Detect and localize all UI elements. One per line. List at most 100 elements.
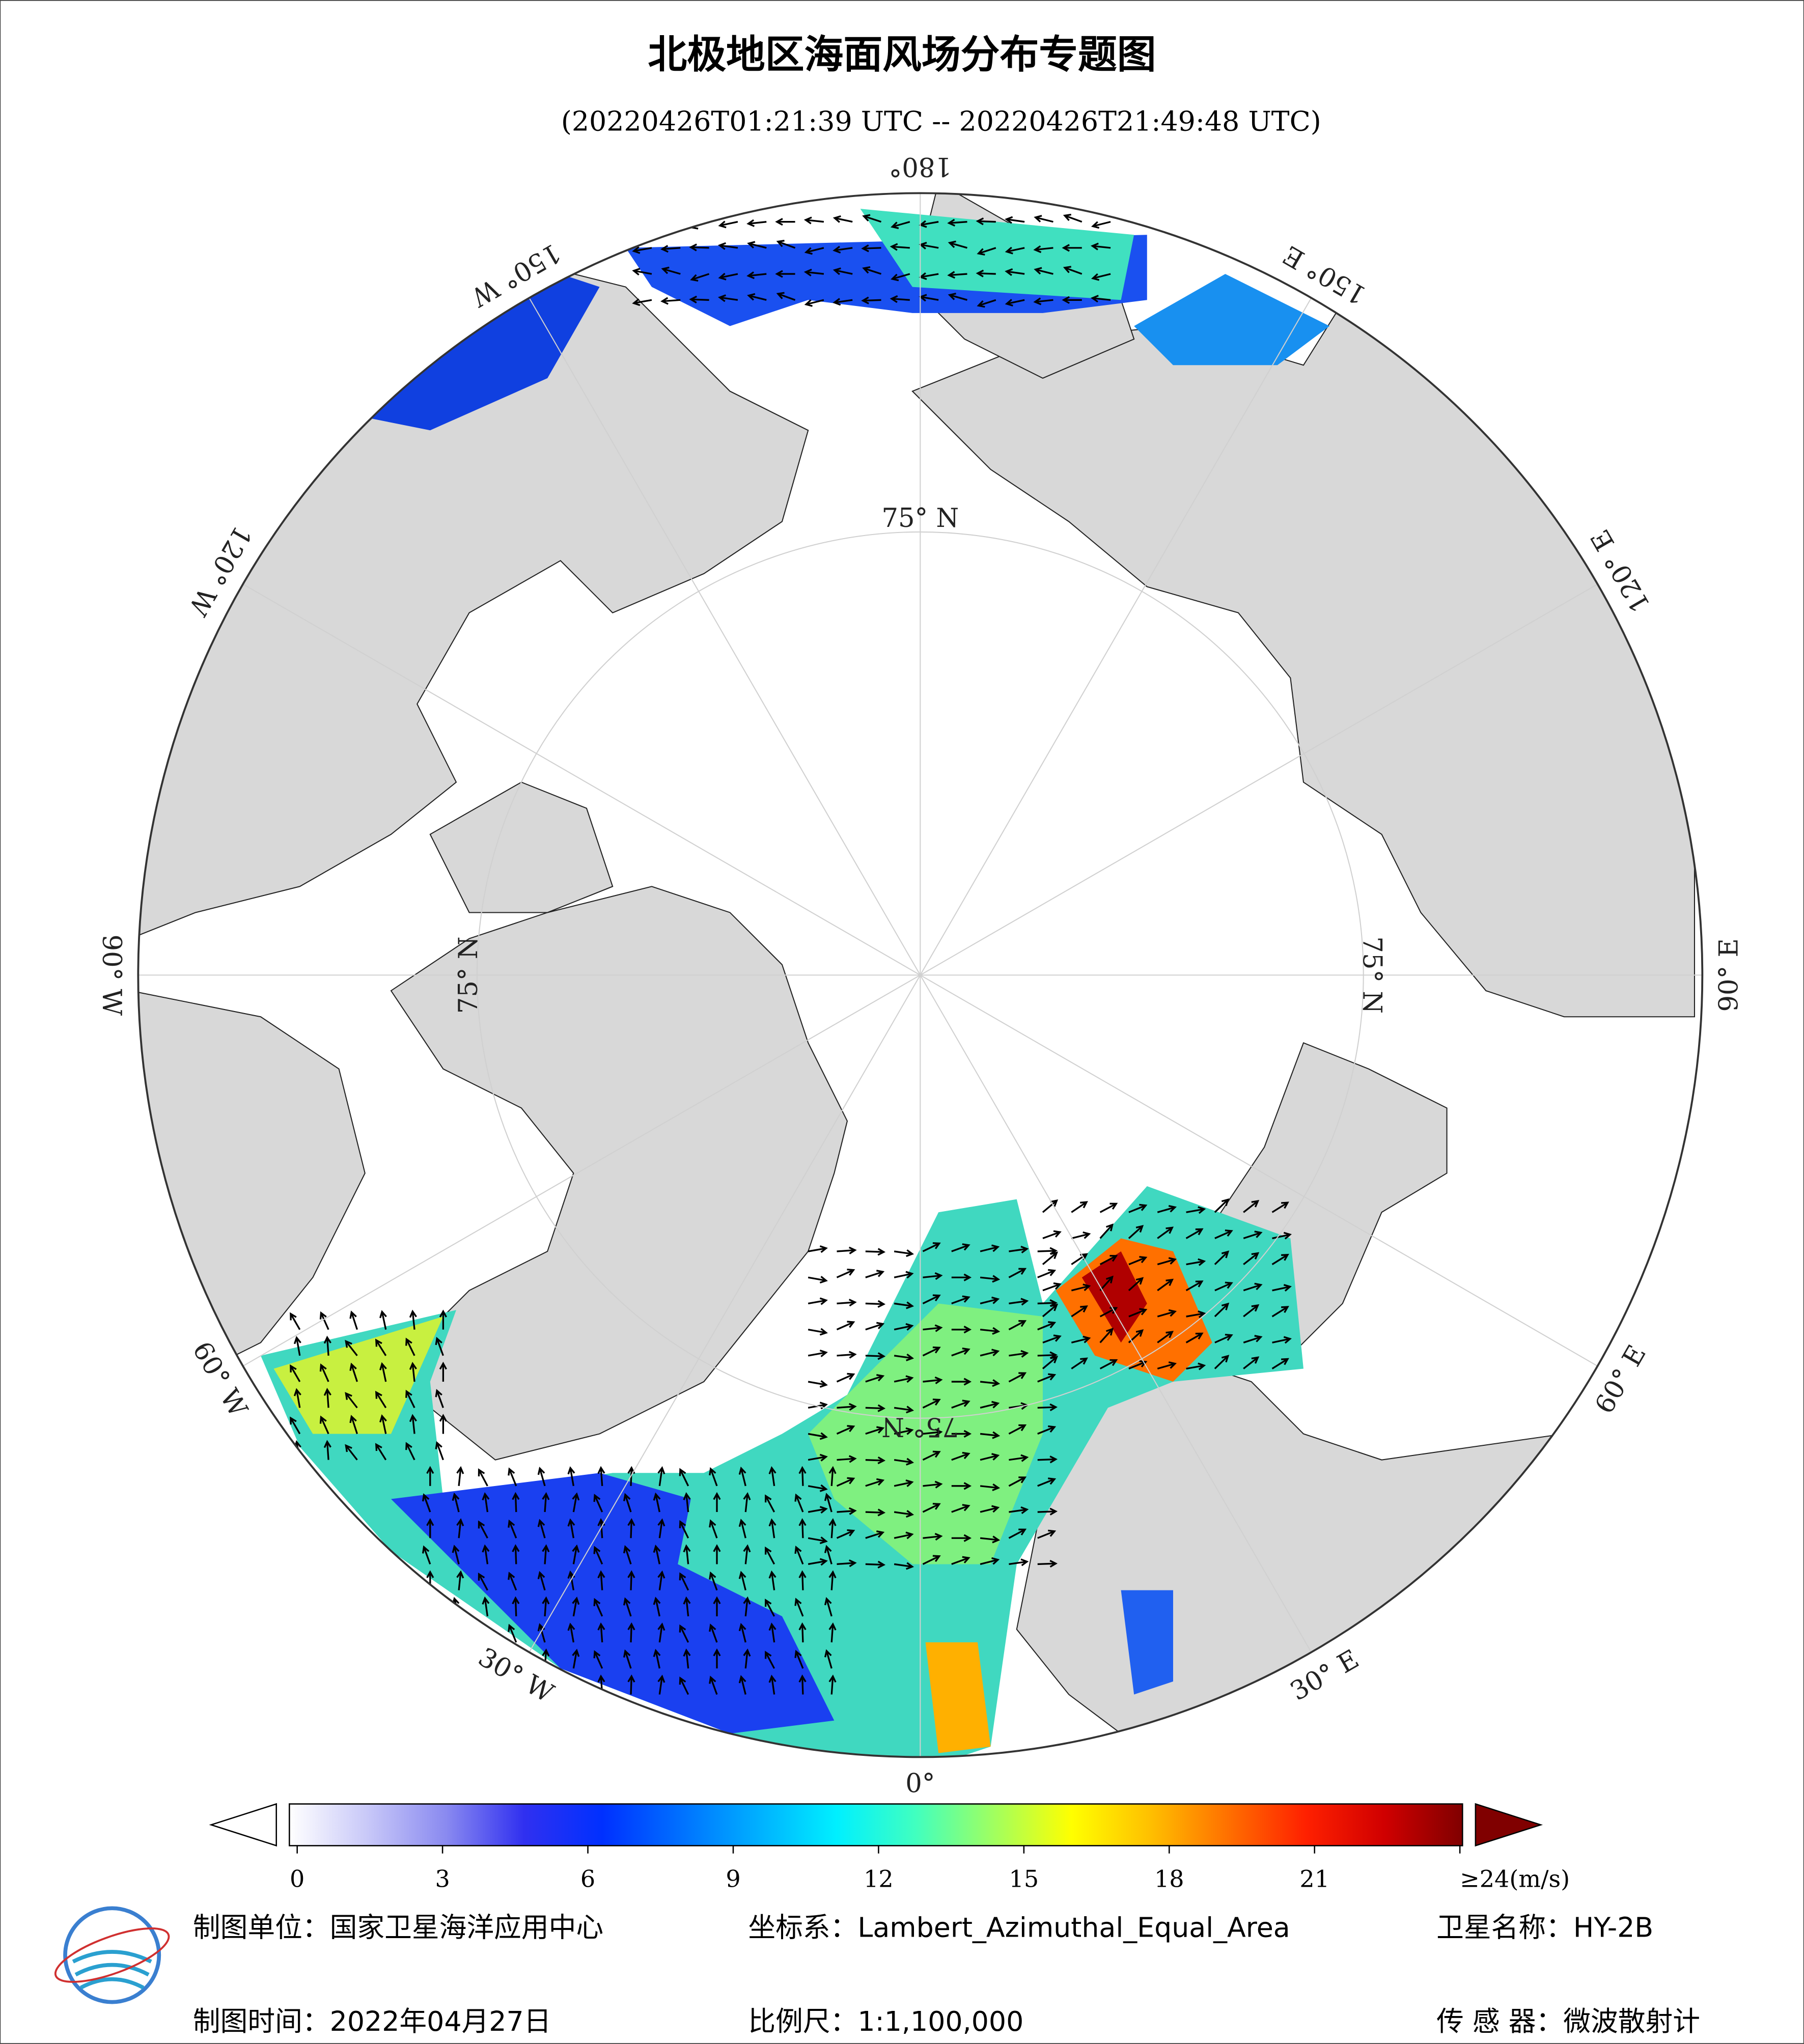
wind-arrow bbox=[1009, 1298, 1029, 1306]
wind-arrow bbox=[804, 247, 824, 255]
wind-arrow bbox=[1071, 1231, 1091, 1240]
wind-arrow bbox=[894, 1562, 914, 1570]
wind-arrow bbox=[1099, 1275, 1114, 1291]
wind-arrow bbox=[1008, 1372, 1027, 1383]
wind-arrow bbox=[679, 1468, 689, 1487]
wind-arrow bbox=[1071, 1305, 1088, 1318]
wind-arrow bbox=[747, 293, 767, 301]
wind-arrow bbox=[593, 1494, 603, 1513]
wind-arrow bbox=[808, 1453, 828, 1462]
wind-arrow bbox=[1186, 1206, 1206, 1214]
wind-arrow bbox=[743, 1492, 751, 1513]
wind-arrow bbox=[738, 1519, 746, 1538]
wind-arrow bbox=[951, 1399, 970, 1409]
wind-arrow bbox=[738, 1675, 746, 1695]
wind-arrow bbox=[1037, 1373, 1057, 1383]
wind-arrow bbox=[508, 1519, 517, 1538]
wind-arrow bbox=[951, 1326, 972, 1334]
wind-arrow bbox=[1037, 1403, 1058, 1411]
wind-arrow bbox=[542, 1596, 550, 1616]
wind-arrow bbox=[861, 296, 881, 304]
subtitle: (20220426T01:21:39 UTC -- 20220426T21:49… bbox=[561, 105, 1321, 137]
wind-arrow bbox=[1042, 1282, 1062, 1292]
wind-arrow bbox=[435, 1389, 444, 1408]
wind-arrow bbox=[1186, 1310, 1206, 1319]
wind-arrow bbox=[1037, 1529, 1057, 1539]
wind-arrow bbox=[894, 1531, 914, 1539]
wind-arrow bbox=[1099, 1255, 1118, 1266]
wind-arrow bbox=[1008, 1268, 1027, 1278]
wind-arrow bbox=[776, 292, 796, 301]
wind-arrow bbox=[865, 1322, 885, 1331]
wind-arrow bbox=[1034, 215, 1053, 223]
wind-arrow bbox=[1214, 1250, 1230, 1265]
wind-arrow bbox=[1091, 221, 1111, 229]
wind-arrow bbox=[894, 1353, 914, 1361]
wind-arrow bbox=[452, 1492, 460, 1513]
wind-arrow bbox=[567, 1622, 575, 1643]
wind-arrow bbox=[1042, 1303, 1059, 1318]
wind-arrow bbox=[1005, 299, 1025, 306]
wind-arrow bbox=[1157, 1205, 1177, 1213]
wind-arrow bbox=[1042, 1251, 1059, 1265]
wind-arrow bbox=[508, 1623, 517, 1643]
wind-arrow bbox=[1091, 242, 1111, 250]
wind-arrow bbox=[747, 241, 767, 249]
wind-arrow bbox=[718, 294, 738, 302]
wind-arrow bbox=[808, 1536, 828, 1545]
footer-crs: 坐标系：Lambert_Azimuthal_Equal_Area bbox=[748, 1912, 1290, 1944]
map-border bbox=[137, 192, 1704, 1758]
wind-arrow bbox=[537, 1571, 546, 1591]
colorbar-max-arrow bbox=[1475, 1803, 1543, 1847]
wind-arrow bbox=[323, 1440, 331, 1460]
wind-arrow bbox=[439, 1309, 447, 1330]
wind-arrow bbox=[837, 1403, 857, 1411]
wind-arrow bbox=[828, 1622, 837, 1643]
wind-arrow bbox=[922, 1503, 941, 1513]
wind-arrow bbox=[1271, 1253, 1289, 1266]
wind-arrow bbox=[627, 1674, 635, 1695]
wind-arrow bbox=[435, 1336, 444, 1356]
wind-arrow bbox=[828, 1674, 837, 1695]
wind-arrow bbox=[290, 1416, 301, 1435]
wind-arrow bbox=[743, 1544, 751, 1564]
wind-arrow bbox=[743, 1596, 751, 1617]
wind-arrow bbox=[1008, 1528, 1027, 1539]
wind-arrow bbox=[345, 1392, 358, 1409]
wind-arrow bbox=[627, 1570, 635, 1590]
wind-arrow bbox=[808, 1484, 828, 1492]
wind-arrow bbox=[746, 271, 767, 279]
wind-arrow bbox=[689, 295, 709, 303]
wind-arrow bbox=[951, 1482, 972, 1490]
wind-arrow bbox=[679, 1520, 689, 1538]
wind-arrow bbox=[319, 1415, 329, 1435]
wind-arrow bbox=[808, 1245, 828, 1253]
title: 北极地区海面风场分布专题图 bbox=[648, 33, 1156, 78]
wind-arrow bbox=[1008, 1424, 1027, 1435]
wind-arrow bbox=[1009, 1245, 1029, 1254]
wind-arrow bbox=[980, 1275, 1001, 1283]
wind-arrow bbox=[1033, 297, 1053, 305]
wind-arrow bbox=[713, 1596, 721, 1616]
wind-arrow bbox=[947, 218, 967, 227]
wind-arrow bbox=[426, 1466, 434, 1486]
wind-arrow bbox=[679, 1624, 689, 1643]
colorbar-tick-label: 18 bbox=[1154, 1865, 1184, 1893]
wind-arrow bbox=[439, 1414, 447, 1434]
parallel-label: 75° N bbox=[881, 1412, 959, 1442]
wind-arrow bbox=[1185, 1280, 1204, 1292]
wind-arrow bbox=[865, 1508, 886, 1517]
wind-arrow bbox=[1071, 1357, 1088, 1369]
wind-arrow bbox=[1009, 1558, 1029, 1566]
wind-arrow bbox=[405, 1389, 415, 1408]
wind-arrow bbox=[832, 298, 853, 306]
wind-arrow bbox=[976, 217, 996, 226]
wind-arrow bbox=[537, 1519, 546, 1538]
wind-arrow bbox=[808, 1349, 828, 1357]
wind-arrow bbox=[890, 295, 910, 303]
wind-arrow bbox=[977, 299, 996, 308]
wind-arrow bbox=[1009, 1506, 1029, 1515]
wind-arrow bbox=[709, 1623, 718, 1643]
wind-arrow bbox=[922, 1242, 941, 1252]
